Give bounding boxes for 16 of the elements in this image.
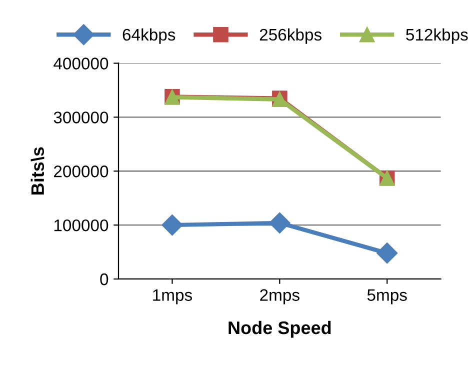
- x-axis-title: Node Speed: [228, 320, 331, 338]
- y-axis-title: Bits\s: [30, 147, 44, 194]
- point: [162, 214, 183, 236]
- x-tick-label: 5mps: [367, 289, 407, 304]
- point: [269, 212, 290, 234]
- y-tick-label: 100000: [54, 219, 108, 232]
- x-tick-label: 1mps: [153, 289, 192, 304]
- point: [376, 242, 398, 264]
- x-tick-label: 2mps: [260, 289, 300, 304]
- y-tick-label: 200000: [54, 166, 108, 178]
- y-tick-label: 300000: [54, 112, 108, 124]
- legend-label: 512kbps: [406, 28, 468, 44]
- y-tick-label: 0: [100, 273, 108, 286]
- y-tick-label: 400000: [54, 58, 108, 70]
- legend-label: 256kbps: [260, 28, 322, 44]
- legend-label: 64kbps: [122, 28, 176, 44]
